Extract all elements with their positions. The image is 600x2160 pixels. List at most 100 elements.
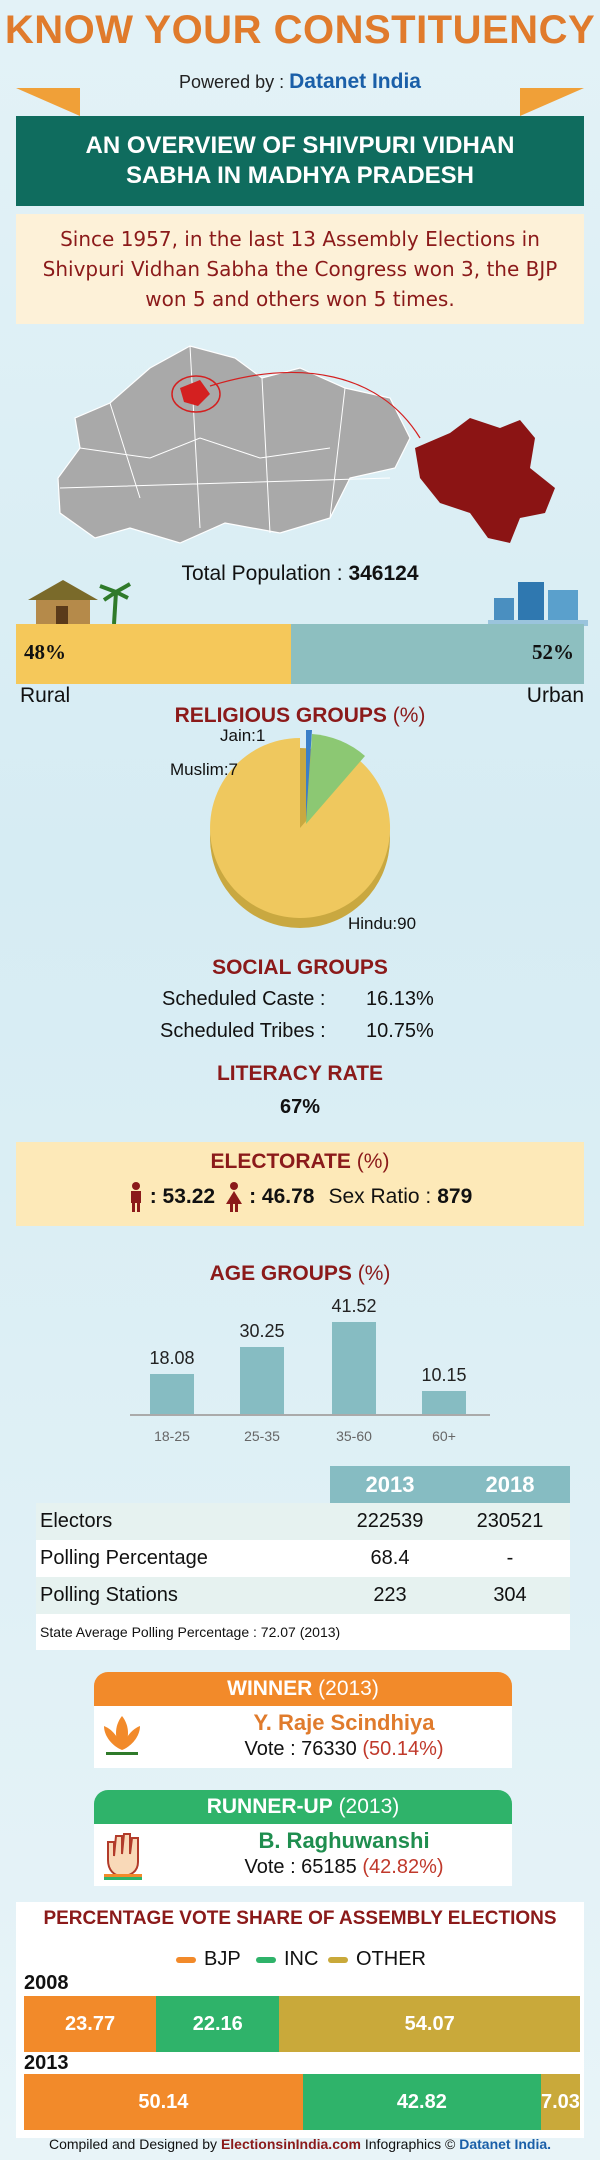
vote-share-segment-bjp-2013: 50.14 — [24, 2074, 303, 2130]
table-row: Electors 222539 230521 — [36, 1503, 570, 1540]
age-groups-heading: AGE GROUPS (%) — [0, 1262, 600, 1286]
main-title: KNOW YOUR CONSTITUENCY — [4, 8, 596, 52]
urban-bar: 52% — [291, 624, 584, 684]
legend-other-swatch — [328, 1956, 348, 1963]
pie-slice-hindu — [210, 738, 391, 918]
male-icon — [130, 1182, 141, 1212]
winner-year: (2013) — [318, 1677, 379, 1700]
polling-stations-label: Polling Stations — [36, 1577, 330, 1614]
winner-name: Y. Raje Scindhiya — [253, 1710, 435, 1735]
rural-label: Rural — [20, 684, 71, 707]
state-map-illustration — [57, 345, 555, 544]
polling-stations-2013: 223 — [330, 1577, 450, 1614]
social-title: SOCIAL GROUPS — [212, 956, 388, 979]
summary-text: Since 1957, in the last 13 Assembly Elec… — [16, 214, 584, 324]
vote-share-title: PERCENTAGE VOTE SHARE OF ASSEMBLY ELECTI… — [43, 1908, 557, 1929]
urban-label: Urban — [526, 684, 584, 707]
table-row: Polling Percentage 68.4 - — [36, 1540, 570, 1577]
state-average-note: State Average Polling Percentage : 72.07… — [36, 1614, 570, 1650]
sex-ratio-label: Sex Ratio : — [328, 1185, 432, 1208]
vote-share-segment-inc-2013: 42.82 — [302, 2074, 541, 2130]
constituency-marker-icon — [180, 380, 210, 406]
polling-pct-2013: 68.4 — [330, 1540, 450, 1577]
runner-up-year: (2013) — [338, 1795, 400, 1818]
electorate-heading: ELECTORATE (%) — [0, 1150, 600, 1174]
footer: Compiled and Designed by ElectionsinIndi… — [0, 2136, 600, 2152]
sc-value: 16.13% — [366, 988, 434, 1010]
literacy-title: LITERACY RATE — [216, 1062, 384, 1085]
pie-label-jain: Jain:1 — [220, 726, 266, 745]
rural-hut-icon — [28, 580, 131, 625]
male-percent: : 53.22 — [149, 1185, 216, 1208]
stats-header-row: 2013 2018 — [36, 1466, 570, 1503]
runner-up-vote-label: Vote : 65185 — [244, 1856, 357, 1878]
rural-bar: 48% — [16, 624, 291, 684]
pie-slice-jain — [306, 729, 312, 820]
winner-vote-label: Vote : 76330 — [244, 1738, 357, 1760]
runner-up-name: B. Raghuwanshi — [258, 1828, 430, 1853]
population-label: Total Population : — [181, 562, 343, 585]
runner-up-vote: Vote : 65185 (42.82%) — [184, 1856, 504, 1879]
vote-share-year-2008: 2008 — [24, 1972, 69, 1994]
ribbon-right — [520, 88, 584, 116]
population-value: 346124 — [348, 562, 419, 585]
winner-vote: Vote : 76330 (50.14%) — [184, 1738, 504, 1761]
sex-ratio-value: 879 — [437, 1185, 473, 1208]
legend-bjp-swatch — [176, 1956, 196, 1963]
vote-share-segment-other-2013: 7.03 — [540, 2074, 580, 2130]
electors-2018: 230521 — [450, 1503, 570, 1540]
age-axis — [130, 1414, 490, 1416]
pie-label-hindu: Hindu:90 — [348, 914, 417, 933]
literacy-value: 67% — [279, 1096, 321, 1118]
legend-other: OTHER — [328, 1948, 426, 1971]
age-groups-title: AGE GROUPS — [209, 1262, 352, 1285]
footer-site: ElectionsinIndia.com — [220, 2136, 361, 2152]
electorate-row: : 53.22 : 46.78 Sex Ratio : 879 — [0, 1182, 600, 1212]
stats-table: 2013 2018 Electors 222539 230521 Polling… — [36, 1466, 570, 1614]
legend-inc-label: INC — [284, 1948, 319, 1970]
stats-header-2013: 2013 — [330, 1466, 450, 1503]
legend-inc-swatch — [256, 1956, 276, 1963]
runner-up-title: RUNNER-UP — [206, 1795, 333, 1818]
powered-prefix: Powered by : — [179, 72, 285, 92]
electors-2013: 222539 — [330, 1503, 450, 1540]
powered-brand: Datanet India — [289, 70, 421, 93]
urban-city-icon — [488, 582, 588, 626]
legend-bjp: BJP — [176, 1948, 241, 1971]
winner-vote-pct: (50.14%) — [362, 1738, 444, 1760]
table-row: Polling Stations 223 304 — [36, 1577, 570, 1614]
winner-header: WINNER (2013) — [94, 1672, 512, 1706]
hand-icon — [104, 1833, 142, 1880]
sc-label: Scheduled Caste : — [162, 988, 326, 1010]
footer-prefix: Compiled and Designed by — [48, 2136, 218, 2152]
pie-label-muslim: Muslim:7 — [170, 760, 239, 779]
religion-pie-chart — [210, 729, 391, 928]
footer-middle: Infographics © — [364, 2136, 456, 2152]
electors-label: Electors — [36, 1503, 330, 1540]
powered-by: Powered by : Datanet India — [0, 70, 600, 94]
legend-inc: INC — [256, 1948, 318, 1971]
polling-pct-2018: - — [450, 1540, 570, 1577]
electorate-unit: (%) — [356, 1150, 390, 1173]
legend-bjp-label: BJP — [204, 1948, 241, 1970]
lotus-icon — [104, 1716, 140, 1755]
st-value: 10.75% — [366, 1020, 434, 1042]
age-groups-unit: (%) — [357, 1262, 391, 1285]
runner-up-header: RUNNER-UP (2013) — [94, 1790, 512, 1824]
constituency-zoom-icon — [415, 418, 555, 543]
vote-share-segment-other-2008: 54.07 — [279, 1996, 580, 2052]
religious-title: RELIGIOUS GROUPS — [174, 704, 387, 727]
rural-percent: 48% — [24, 640, 66, 664]
legend-other-label: OTHER — [356, 1948, 426, 1970]
vote-share-segment-inc-2008: 22.16 — [156, 1996, 280, 2052]
urban-percent: 52% — [532, 640, 574, 664]
footer-brand: Datanet India. — [459, 2136, 552, 2152]
winner-title: WINNER — [227, 1677, 313, 1700]
religious-heading: RELIGIOUS GROUPS (%) — [0, 704, 600, 728]
vote-share-segment-bjp-2008: 23.77 — [24, 1996, 157, 2052]
electorate-box — [16, 1142, 584, 1226]
polling-stations-2018: 304 — [450, 1577, 570, 1614]
female-icon — [226, 1182, 243, 1212]
electorate-title: ELECTORATE — [210, 1150, 351, 1173]
